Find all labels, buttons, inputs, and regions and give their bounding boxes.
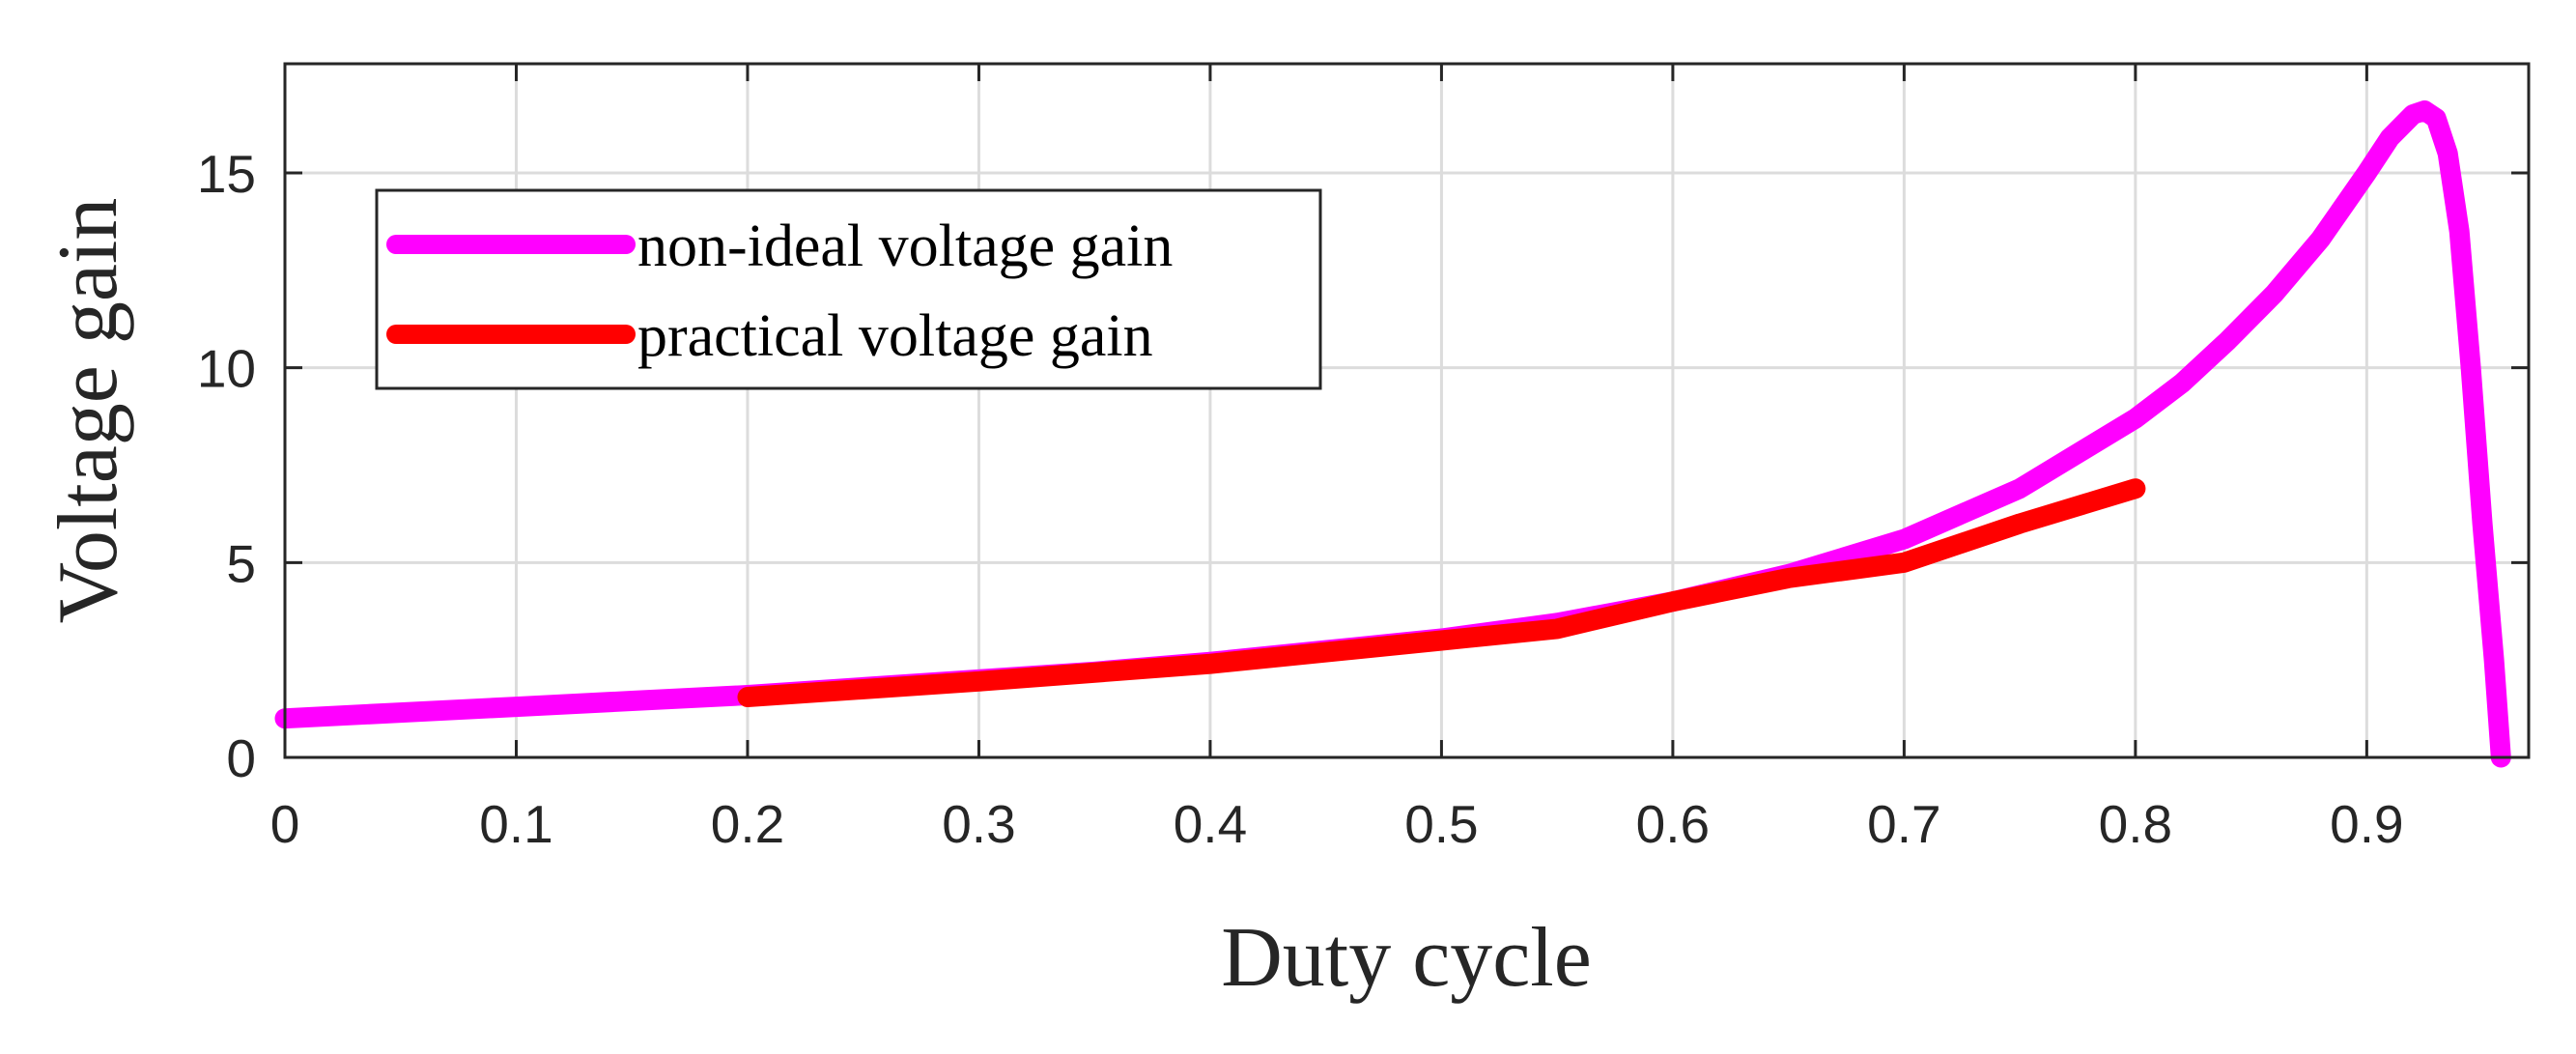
y-tick-label: 15 bbox=[197, 144, 256, 204]
series-lines bbox=[274, 100, 2511, 768]
legend: non-ideal voltage gain practical voltage… bbox=[375, 188, 1322, 390]
y-tick-label: 0 bbox=[226, 728, 256, 788]
x-tick-label: 0.7 bbox=[1867, 794, 1940, 854]
x-tick-label: 0.3 bbox=[942, 794, 1015, 854]
x-tick-label: 0.4 bbox=[1174, 794, 1247, 854]
legend-label-nonideal: non-ideal voltage gain bbox=[637, 214, 1173, 279]
x-tick-label: 0 bbox=[270, 794, 300, 854]
y-axis-label: Voltage gain bbox=[42, 198, 135, 624]
x-tick-label: 0.5 bbox=[1404, 794, 1478, 854]
legend-box bbox=[375, 188, 1322, 390]
legend-label-practical: practical voltage gain bbox=[637, 303, 1153, 369]
axis-ticks: 0 0.1 0.2 0.3 0.4 0.5 0.6 0.7 0.8 0.9 0 5 10 15 bbox=[197, 64, 2529, 854]
x-tick-label: 0.9 bbox=[2330, 794, 2403, 854]
plot-area-frame bbox=[283, 62, 2531, 759]
x-tick-label: 0.6 bbox=[1636, 794, 1710, 854]
series-line-practical bbox=[737, 478, 2146, 707]
y-tick-label: 10 bbox=[197, 339, 256, 399]
y-tick-label: 5 bbox=[226, 533, 256, 593]
x-tick-label: 0.1 bbox=[479, 794, 552, 854]
x-axis-label: Duty cycle bbox=[1221, 911, 1592, 1005]
x-tick-label: 0.8 bbox=[2099, 794, 2172, 854]
x-tick-label: 0.2 bbox=[711, 794, 784, 854]
